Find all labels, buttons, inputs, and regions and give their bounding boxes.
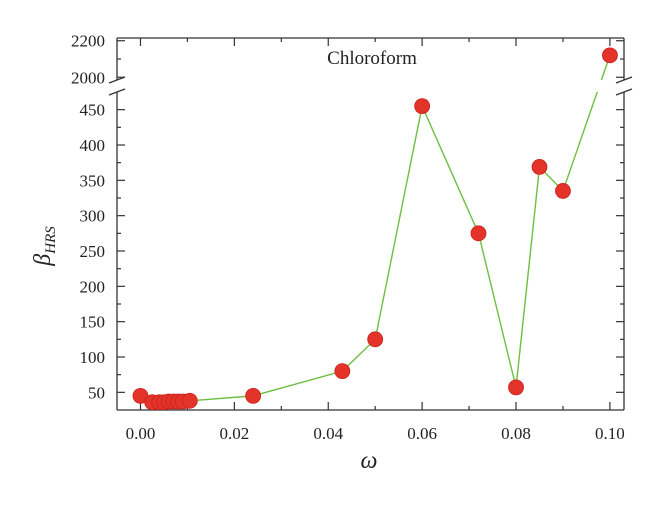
- data-point: [508, 379, 524, 396]
- ticks: 0.00 0.02 0.04 0.06 0.08 0.10 50 100 150 200 250 30…: [71, 32, 625, 443]
- data-point: [470, 225, 487, 242]
- series-segment: [477, 233, 517, 388]
- data-point: [414, 98, 431, 115]
- y-axis-label-subscript: HRS: [43, 226, 59, 255]
- y-tick-label: 200: [80, 277, 106, 296]
- y-tick-label: 300: [80, 207, 106, 226]
- y-tick-label: 250: [80, 242, 106, 261]
- series-segment: [374, 105, 423, 340]
- x-axis-label: ω: [361, 448, 378, 474]
- axis-break-mark-right-2: [615, 88, 633, 96]
- y-tick-label: 2200: [71, 32, 105, 51]
- x-tick-label: 0.06: [407, 424, 437, 443]
- y-axis-label-main: β: [30, 254, 56, 267]
- y-tick-label: 350: [80, 171, 106, 190]
- series-segment: [252, 370, 343, 397]
- y-tick-label: 50: [88, 383, 105, 402]
- axis-break-mark-right-1: [615, 76, 633, 84]
- axis-break-mark-left-1: [108, 76, 126, 84]
- series-segment: [515, 166, 541, 388]
- data-points: [132, 47, 618, 411]
- series-segment: [421, 105, 480, 234]
- data-point: [555, 183, 571, 199]
- y-tick-label: 150: [80, 313, 106, 332]
- data-point: [367, 331, 384, 348]
- series-segment: [189, 395, 254, 402]
- data-point: [245, 387, 262, 404]
- y-tick-label: 2000: [71, 68, 105, 87]
- x-tick-label: 0.08: [501, 424, 531, 443]
- axis-break-mark-left-2: [108, 88, 126, 96]
- data-point: [531, 159, 548, 175]
- y-tick-label: 400: [80, 136, 106, 155]
- axes: [108, 37, 633, 411]
- x-tick-label: 0.00: [126, 424, 156, 443]
- x-tick-label: 0.04: [313, 424, 343, 443]
- series-line: [140, 55, 611, 403]
- y-axis-label: βHRS: [30, 226, 59, 267]
- annotation-label: Chloroform: [327, 48, 417, 69]
- x-tick-label: 0.10: [595, 424, 625, 443]
- y-tick-label: 100: [80, 348, 106, 367]
- data-point: [334, 363, 351, 380]
- data-point: [181, 392, 198, 409]
- series-segment: [562, 91, 598, 192]
- data-point: [602, 47, 618, 64]
- x-tick-label: 0.02: [219, 424, 249, 443]
- y-tick-label: 450: [80, 101, 106, 120]
